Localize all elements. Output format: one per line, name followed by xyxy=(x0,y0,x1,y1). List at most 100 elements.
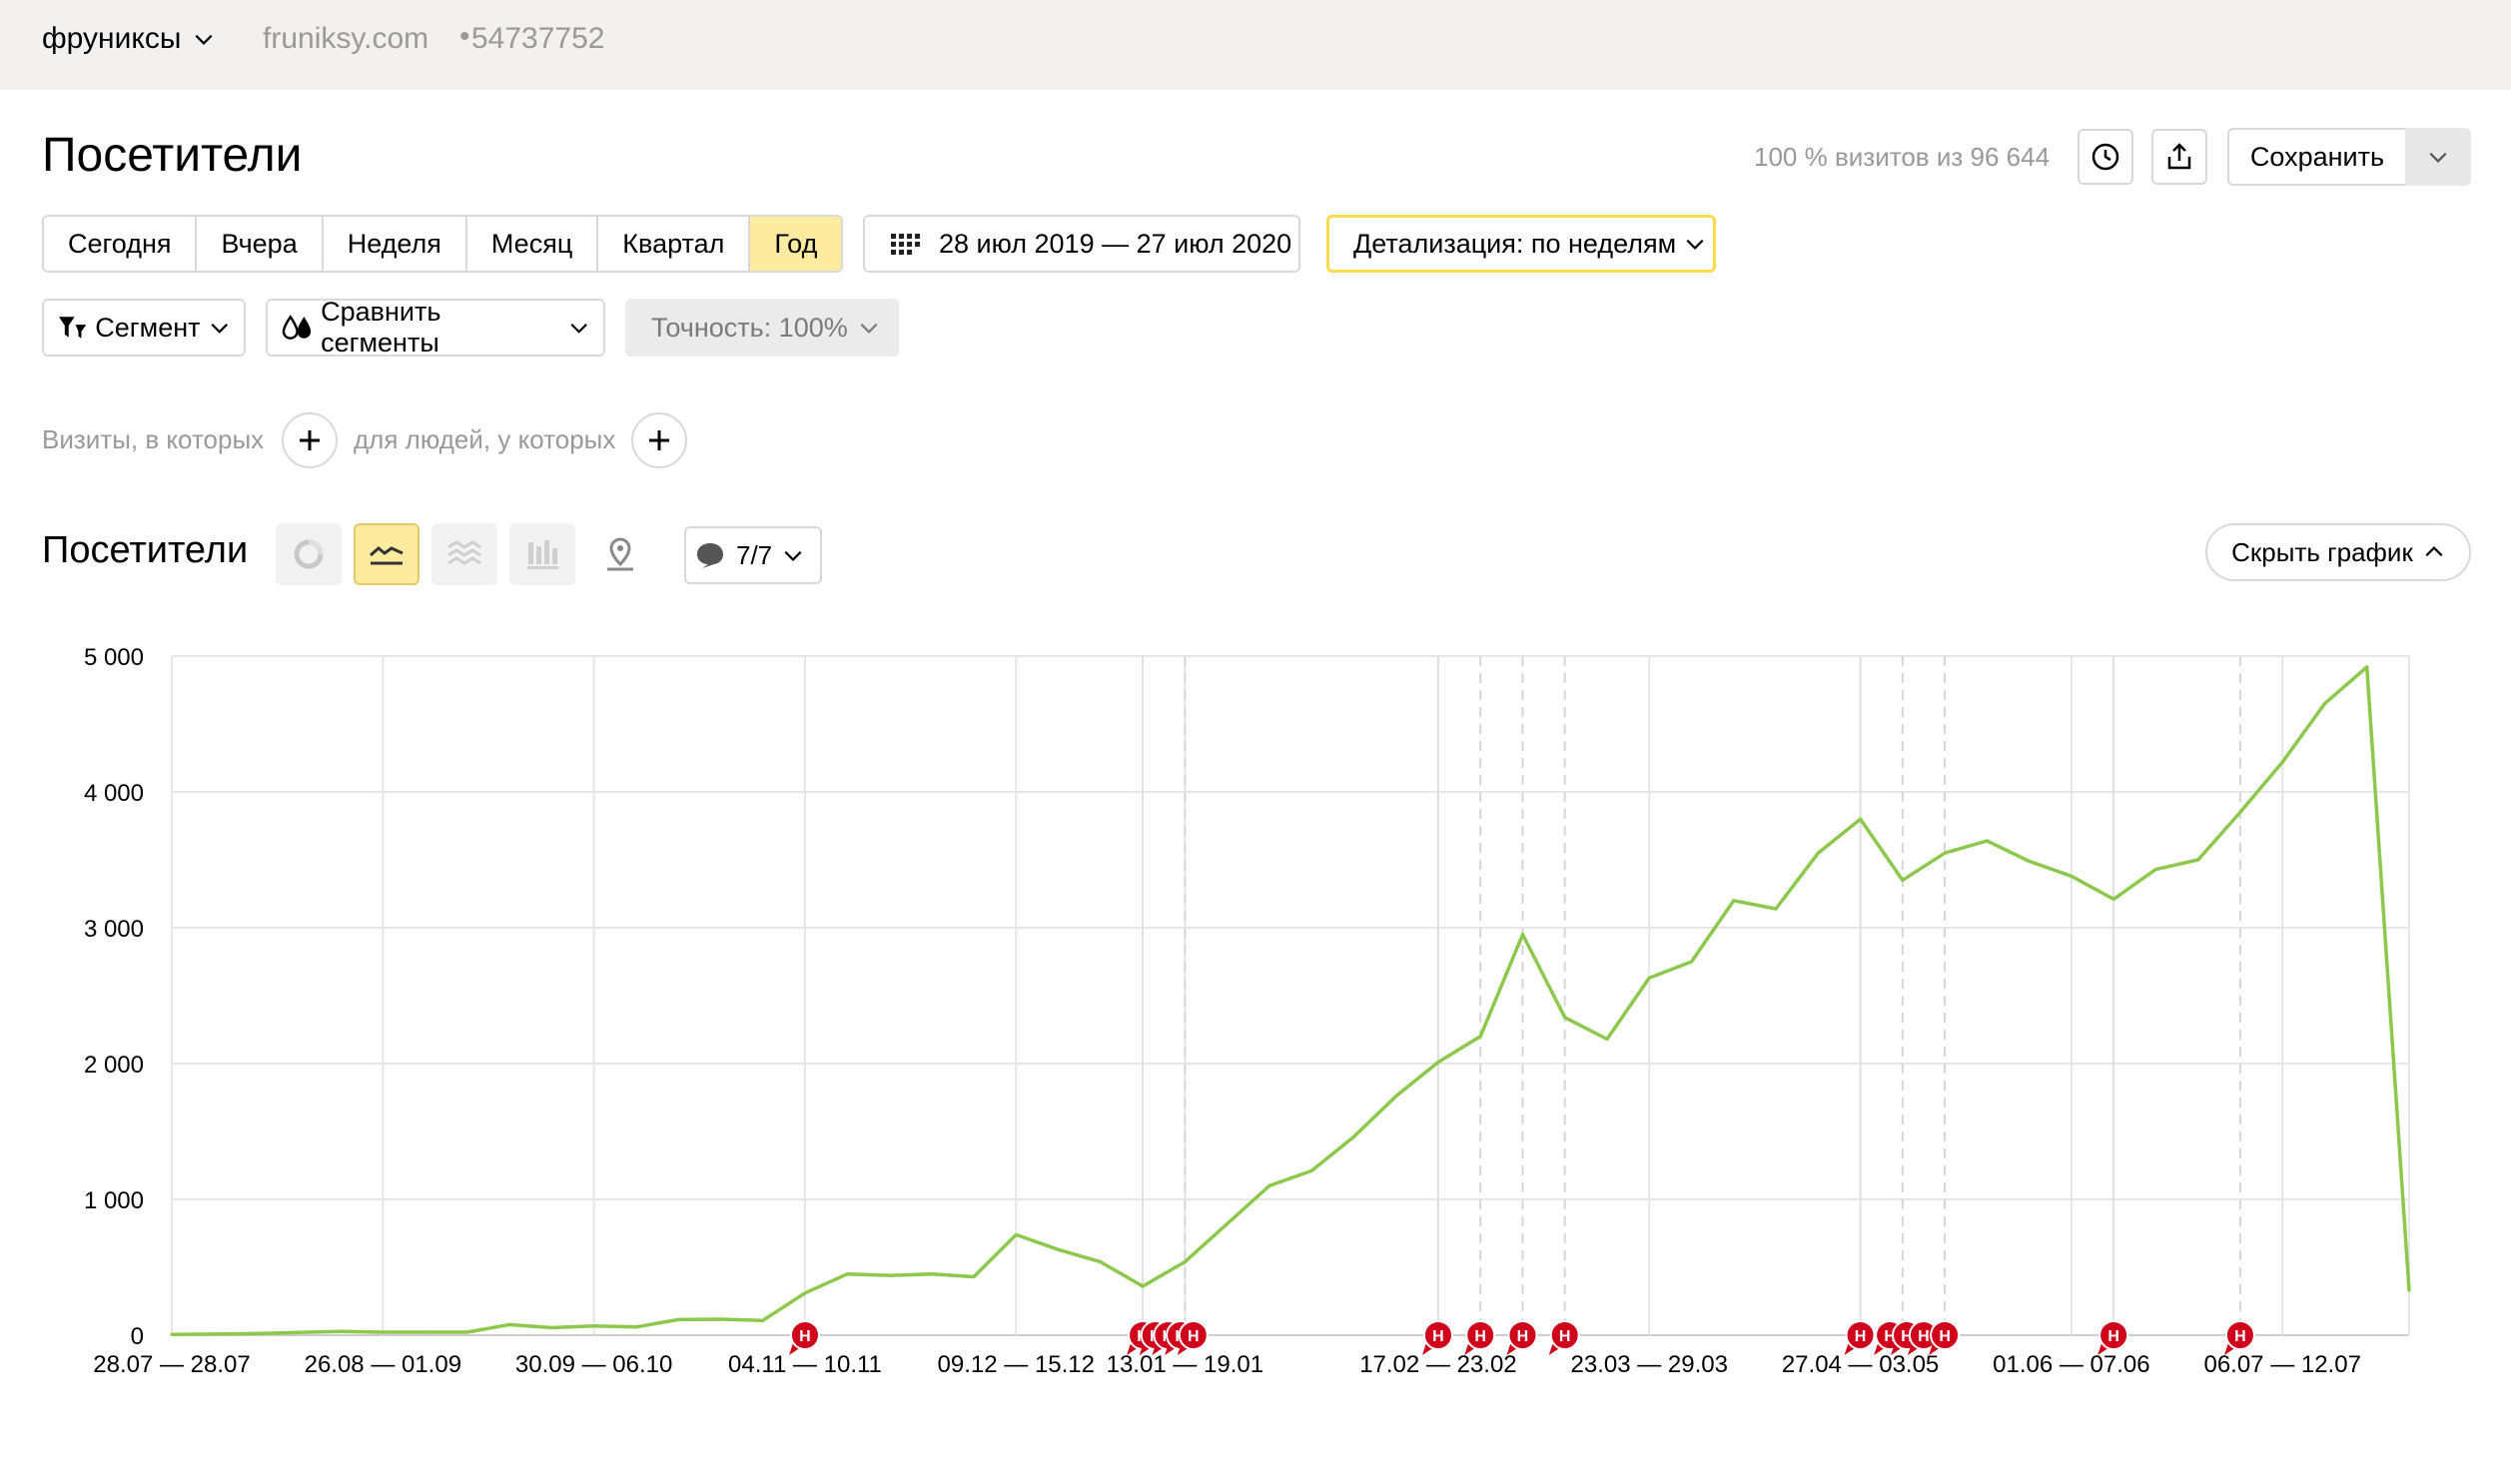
period-yesterday-button[interactable]: Вчера xyxy=(197,217,324,271)
note-marker[interactable]: Н xyxy=(1506,1320,1538,1355)
map-toggle[interactable] xyxy=(587,523,653,585)
add-people-condition-button[interactable] xyxy=(631,412,687,468)
segment-button[interactable]: Сегмент xyxy=(42,299,246,357)
segment-label: Сегмент xyxy=(95,312,201,343)
bar-chart-toggle[interactable] xyxy=(509,523,575,585)
compare-icon xyxy=(282,315,312,340)
note-marker-circle xyxy=(1930,1320,1961,1350)
data-point xyxy=(2028,859,2032,863)
data-point xyxy=(1563,1016,1567,1020)
period-week-button[interactable]: Неделя xyxy=(323,217,467,271)
data-point xyxy=(1943,851,1947,855)
accuracy-label: Точность: 100% xyxy=(651,312,848,343)
data-point xyxy=(845,1272,849,1276)
plus-icon xyxy=(649,430,669,450)
y-tick-label: 5 000 xyxy=(84,644,144,671)
note-marker-circle xyxy=(1845,1320,1876,1350)
note-marker-label: Н xyxy=(2107,1328,2119,1345)
note-marker[interactable]: Н xyxy=(1929,1320,1961,1355)
chevron-down-icon xyxy=(195,34,213,45)
chart-grid xyxy=(171,655,2410,1336)
history-button[interactable] xyxy=(2078,129,2133,185)
series-line xyxy=(171,665,2411,1337)
data-point xyxy=(2407,1288,2411,1292)
series-line-layer xyxy=(170,665,2411,1337)
pie-chart-icon xyxy=(294,539,324,569)
accuracy-dropdown[interactable]: Точность: 100% xyxy=(625,299,899,357)
note-marker-circle xyxy=(1507,1320,1538,1350)
save-dropdown-button[interactable] xyxy=(2405,128,2471,186)
detail-label: Детализация: по неделям xyxy=(1353,228,1677,259)
note-marker-label: Н xyxy=(2234,1328,2246,1345)
date-range-label: 28 июл 2019 — 27 июл 2020 xyxy=(939,228,1292,259)
counter-selector[interactable]: фруниксы xyxy=(42,22,215,56)
period-month-button[interactable]: Месяц xyxy=(466,217,599,271)
compare-segments-button[interactable]: Сравнить сегменты xyxy=(266,297,605,358)
line-chart-toggle[interactable] xyxy=(354,523,419,585)
note-marker[interactable]: Н xyxy=(1844,1320,1876,1355)
detail-dropdown[interactable]: Детализация: по неделям xyxy=(1326,215,1716,273)
filter-icon xyxy=(58,317,87,339)
data-point xyxy=(1183,1260,1187,1264)
data-point xyxy=(170,1332,174,1336)
period-today-button[interactable]: Сегодня xyxy=(44,217,198,271)
note-marker[interactable]: Н xyxy=(2223,1320,2255,1355)
note-marker[interactable]: Н xyxy=(1548,1320,1580,1355)
data-point xyxy=(1436,1061,1440,1065)
data-point xyxy=(718,1317,722,1321)
data-point xyxy=(1520,933,1524,937)
map-icon xyxy=(607,537,633,571)
data-point xyxy=(1014,1232,1018,1236)
note-marker-label: Н xyxy=(1188,1328,1200,1345)
chart-title: Посетители xyxy=(42,529,249,571)
data-point xyxy=(2365,665,2369,669)
x-tick-label: 30.09 — 06.10 xyxy=(515,1351,672,1378)
page-title: Посетители xyxy=(42,129,303,182)
note-marker[interactable]: Н xyxy=(2097,1320,2129,1355)
period-year-button[interactable]: Год xyxy=(750,217,842,271)
data-point xyxy=(212,1332,216,1336)
add-visits-condition-button[interactable] xyxy=(282,412,338,468)
y-tick-label: 3 000 xyxy=(84,916,144,943)
x-tick-label: 23.03 — 29.03 xyxy=(1571,1351,1728,1378)
y-tick-label: 2 000 xyxy=(84,1052,144,1079)
note-marker-label: Н xyxy=(1901,1328,1913,1345)
data-point xyxy=(1141,1284,1145,1288)
chevron-down-icon xyxy=(570,324,587,334)
export-icon xyxy=(2167,143,2191,170)
data-point xyxy=(423,1330,427,1334)
hide-chart-button[interactable]: Скрыть график xyxy=(2205,523,2471,581)
x-tick-label: 06.07 — 12.07 xyxy=(2203,1351,2360,1378)
period-quarter-button[interactable]: Квартал xyxy=(598,217,751,271)
date-range-picker[interactable]: 28 июл 2019 — 27 июл 2020 xyxy=(863,215,1300,273)
note-lines xyxy=(1142,656,2241,1335)
note-marker[interactable]: Н xyxy=(1177,1320,1209,1355)
data-point xyxy=(339,1329,343,1333)
notes-dropdown[interactable]: 7/7 xyxy=(684,526,822,584)
note-markers: ННННННННННННННННН xyxy=(788,1320,2255,1355)
note-marker-label: Н xyxy=(1855,1328,1867,1345)
period-selector: Сегодня Вчера Неделя Месяц Квартал Год xyxy=(42,215,844,273)
note-marker-circle xyxy=(1422,1320,1453,1350)
note-marker-label: Н xyxy=(1884,1328,1896,1345)
x-tick-label: 26.08 — 01.09 xyxy=(305,1351,461,1378)
line-chart-icon xyxy=(370,546,404,565)
note-marker-circle xyxy=(2098,1320,2129,1350)
note-marker-circle xyxy=(2224,1320,2255,1350)
note-marker[interactable]: Н xyxy=(1421,1320,1453,1355)
pie-chart-toggle[interactable] xyxy=(276,523,342,585)
area-chart-icon xyxy=(447,540,481,565)
data-point xyxy=(2280,760,2284,764)
x-tick-label: 13.01 — 19.01 xyxy=(1107,1351,1263,1378)
export-button[interactable] xyxy=(2151,129,2207,185)
people-condition-label: для людей, у которых xyxy=(354,424,616,454)
note-marker-label: Н xyxy=(1939,1328,1951,1345)
note-marker[interactable]: Н xyxy=(1464,1320,1496,1355)
area-chart-toggle[interactable] xyxy=(431,523,497,585)
note-marker[interactable]: Н xyxy=(788,1320,820,1355)
data-point xyxy=(297,1330,301,1334)
data-point xyxy=(1057,1247,1061,1251)
data-point xyxy=(930,1272,934,1276)
save-button[interactable]: Сохранить xyxy=(2227,128,2405,186)
data-point xyxy=(1901,878,1905,882)
